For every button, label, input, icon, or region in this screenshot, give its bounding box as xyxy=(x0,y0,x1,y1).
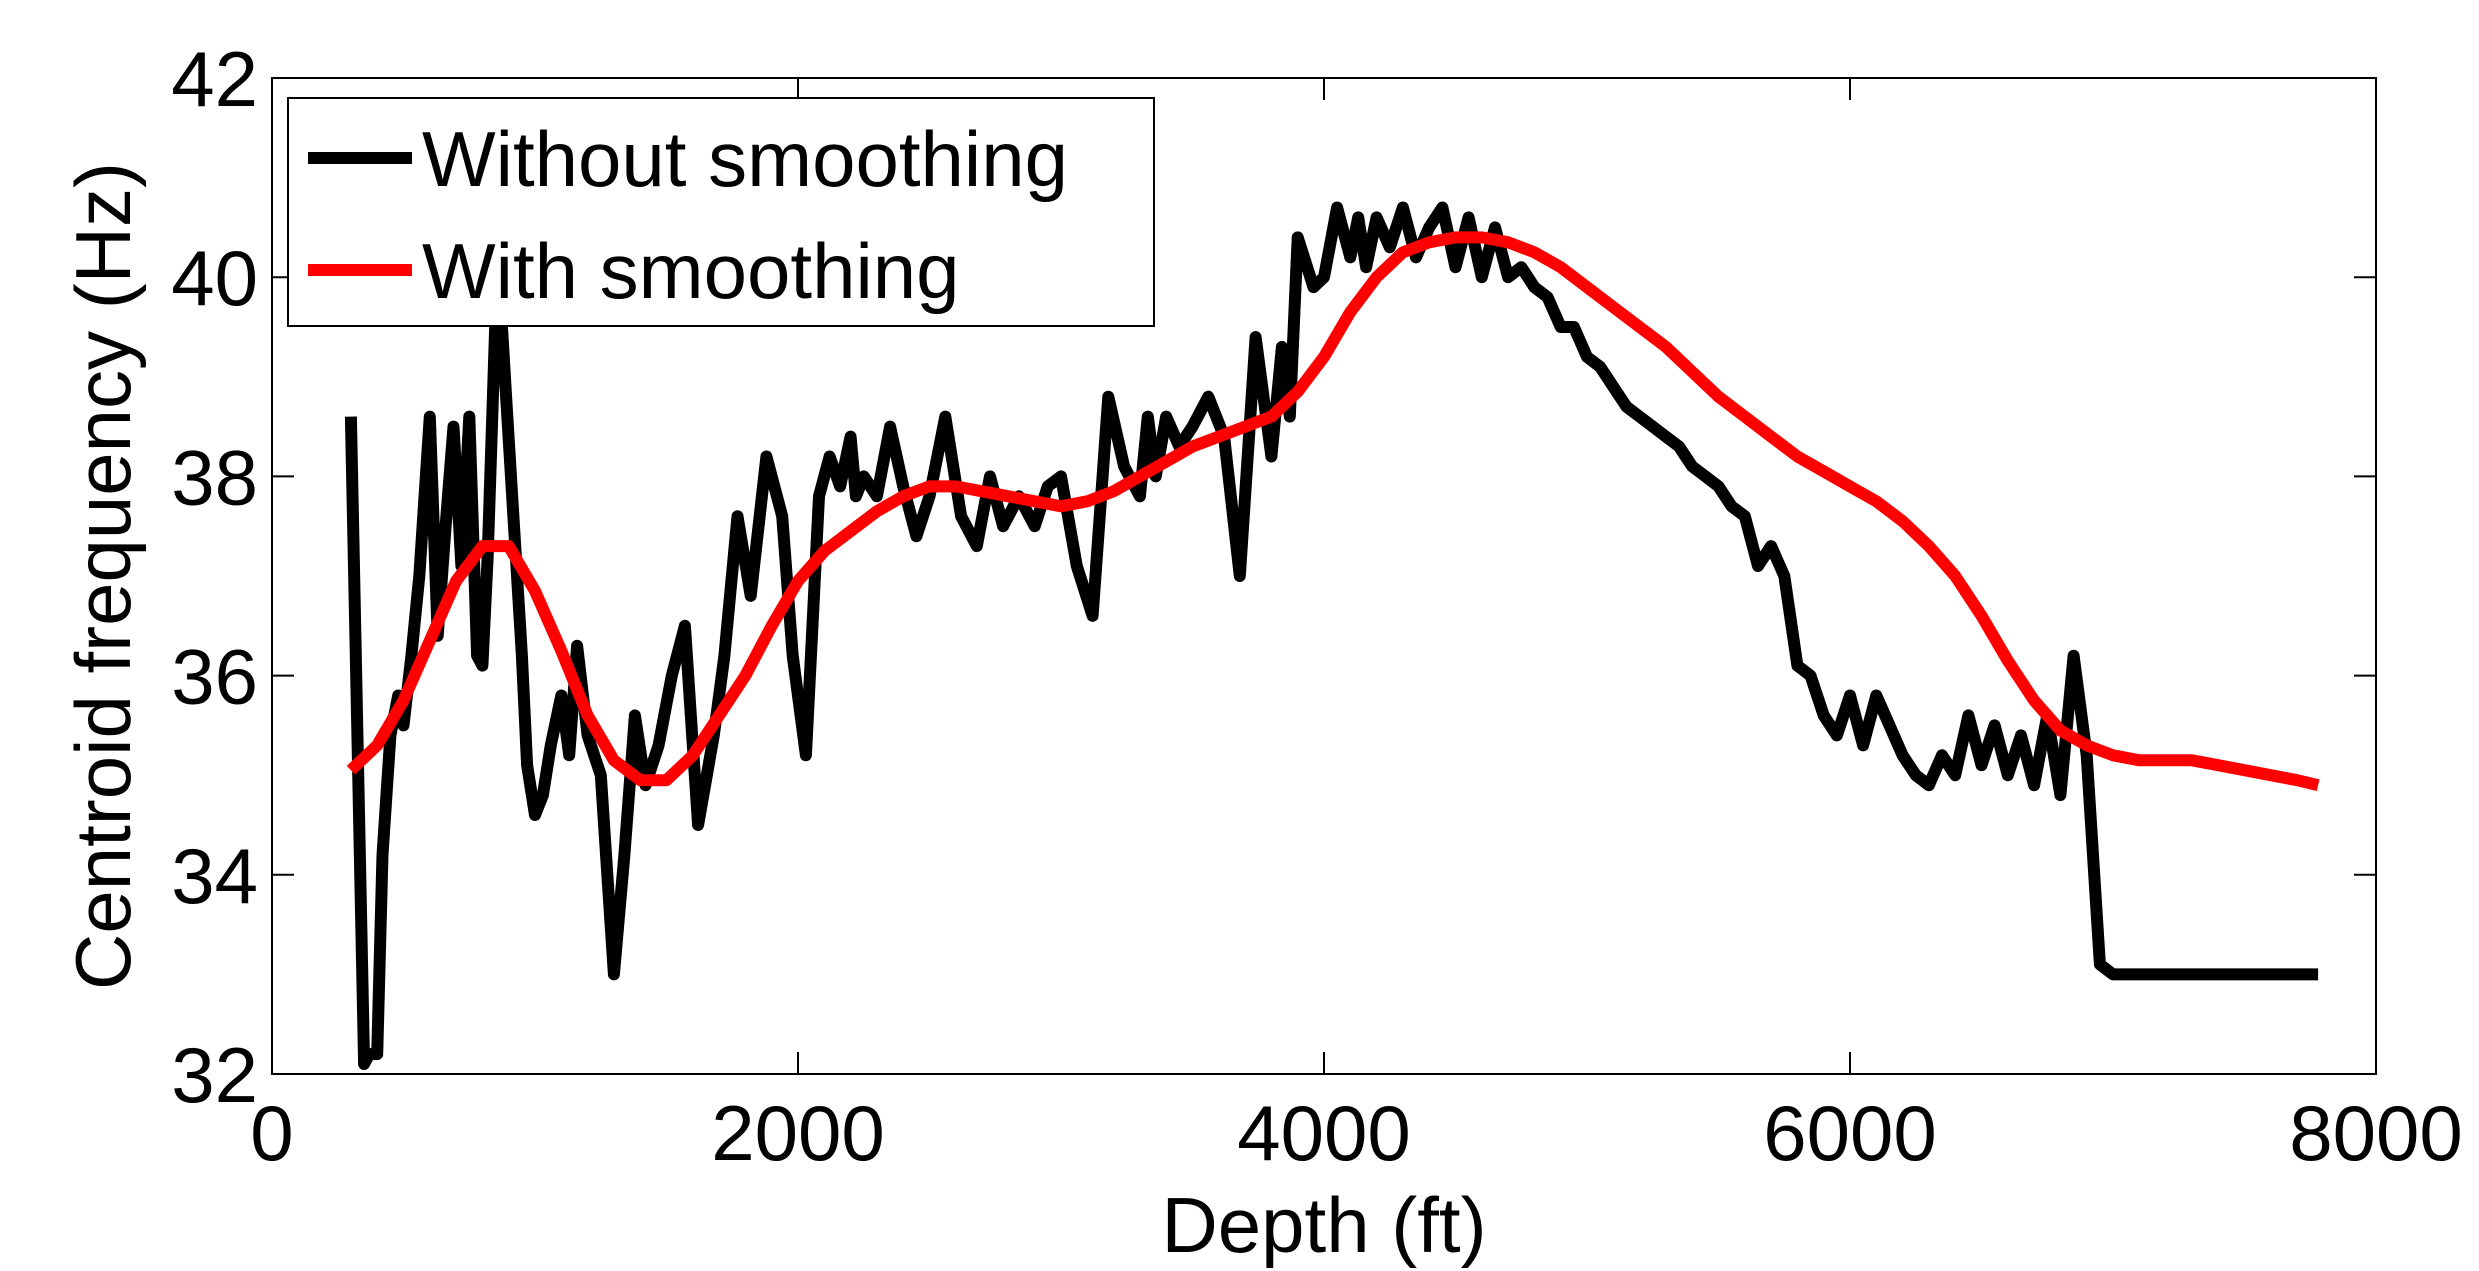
legend-box xyxy=(287,97,1155,327)
x-tick-label: 0 xyxy=(250,1089,293,1177)
legend-label-without-smoothing: Without smoothing xyxy=(422,115,1068,203)
y-tick-label: 36 xyxy=(171,633,258,721)
legend-label-with-smoothing: With smoothing xyxy=(422,227,960,315)
x-axis-label: Depth (ft) xyxy=(1161,1181,1486,1269)
x-tick-label: 2000 xyxy=(711,1089,885,1177)
series-line-with-smoothing xyxy=(346,231,2320,792)
y-tick-label: 38 xyxy=(171,433,258,521)
x-axis-ticks: 0 2000 4000 6000 8000 xyxy=(250,78,2463,1177)
y-tick-label: 40 xyxy=(171,234,258,322)
legend: Without smoothing With smoothing xyxy=(287,97,1155,327)
plot-frame xyxy=(271,77,2377,1075)
series-layer xyxy=(344,201,2320,1070)
x-tick-label: 6000 xyxy=(1763,1089,1937,1177)
y-tick-label: 34 xyxy=(171,832,258,920)
x-tick-label: 4000 xyxy=(1237,1089,1411,1177)
y-axis-label: Centroid frequency (Hz) xyxy=(59,162,147,990)
y-tick-label: 42 xyxy=(171,35,258,123)
x-tick-label: 8000 xyxy=(2289,1089,2463,1177)
y-axis-ticks: 32 34 36 38 40 42 xyxy=(171,35,2376,1119)
y-tick-label: 32 xyxy=(171,1031,258,1119)
series-line-without-smoothing xyxy=(344,201,2319,1070)
